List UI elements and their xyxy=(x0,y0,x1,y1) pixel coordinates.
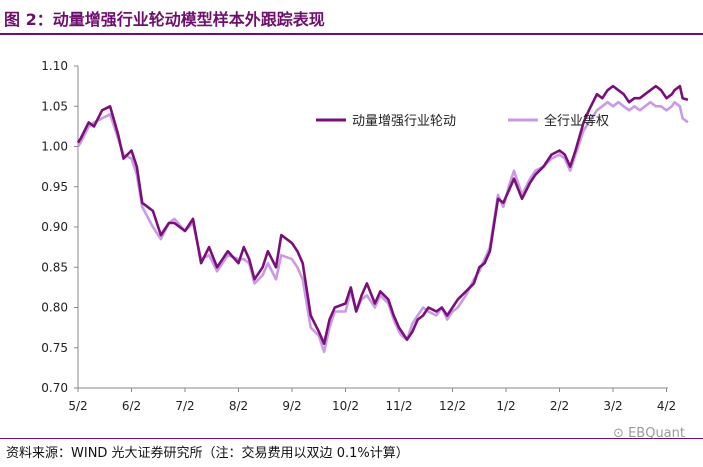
y-tick-label: 0.85 xyxy=(41,260,68,274)
x-tick-label: 2/2 xyxy=(550,399,569,413)
legend-item-momentum-label: 动量增强行业轮动 xyxy=(352,114,456,129)
y-tick-label: 0.90 xyxy=(41,220,68,234)
y-tick-label: 0.80 xyxy=(41,301,68,315)
watermark-text: EBQuant xyxy=(628,426,685,441)
figure-title: 图 2：动量增强行业轮动模型样本外跟踪表现 xyxy=(4,10,325,29)
watermark: ⊙ EBQuant xyxy=(613,426,685,441)
figure-header: 图 2：动量增强行业轮动模型样本外跟踪表现 xyxy=(0,0,703,35)
line-chart: 0.70 0.75 0.80 0.85 0.90 0.95 1.00 1.05 1.10 5/2 6… xyxy=(41,59,689,413)
x-tick-label: 1/2 xyxy=(496,399,515,413)
x-tick-label: 11/2 xyxy=(386,399,413,413)
title-rule xyxy=(0,33,703,35)
footer-rule xyxy=(0,438,703,439)
y-tick-label: 1.10 xyxy=(41,59,68,73)
wechat-icon: ⊙ xyxy=(613,426,629,441)
series-line-equal-weight xyxy=(76,100,689,354)
y-tick-label: 0.70 xyxy=(41,381,68,395)
y-tick-label: 0.95 xyxy=(41,180,68,194)
x-tick-label: 6/2 xyxy=(122,399,141,413)
series-line-momentum xyxy=(76,84,689,346)
chart-area: 0.70 0.75 0.80 0.85 0.90 0.95 1.00 1.05 1.10 5/2 6… xyxy=(0,36,703,436)
y-tick-label: 1.05 xyxy=(41,99,68,113)
source-note: 资料来源：WIND 光大证券研究所（注：交易费用以双边 0.1%计算） xyxy=(6,446,409,461)
x-tick-label: 7/2 xyxy=(175,399,194,413)
x-tick-label: 10/2 xyxy=(332,399,359,413)
y-tick-label: 0.75 xyxy=(41,341,68,355)
y-tick-label: 1.00 xyxy=(41,140,68,154)
x-tick-label: 4/2 xyxy=(657,399,676,413)
chart-series xyxy=(76,84,689,354)
x-tick-label: 3/2 xyxy=(603,399,622,413)
chart-axes: 0.70 0.75 0.80 0.85 0.90 0.95 1.00 1.05 1.10 5/2 6… xyxy=(41,59,676,413)
chart-legend: 动量增强行业轮动 全行业等权 xyxy=(316,113,609,129)
legend-item-equal-weight-label: 全行业等权 xyxy=(544,113,609,129)
x-tick-label: 12/2 xyxy=(439,399,466,413)
x-tick-label: 5/2 xyxy=(68,399,87,413)
x-tick-label: 8/2 xyxy=(229,399,248,413)
x-tick-label: 9/2 xyxy=(282,399,301,413)
